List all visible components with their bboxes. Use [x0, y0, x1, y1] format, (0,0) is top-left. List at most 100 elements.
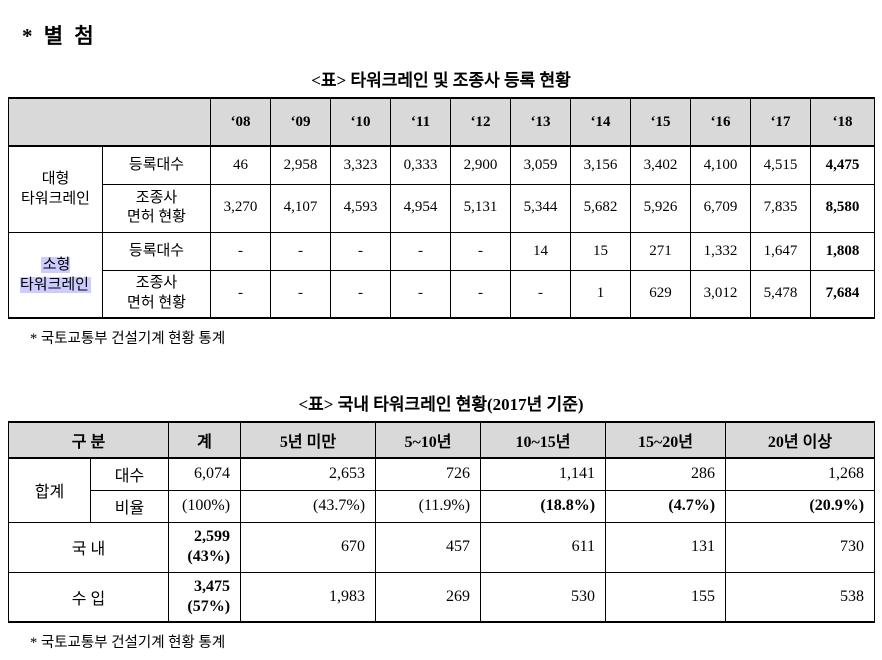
- category-header: 구 분: [7, 421, 170, 459]
- table2-header-row: 구 분 계 5년 미만 5~10년 10~15년 15~20년 20년 이상: [7, 421, 876, 459]
- value-cell: 670: [240, 521, 377, 573]
- value-cell: 155: [605, 571, 727, 623]
- year-header: ‘10: [330, 97, 391, 147]
- value-cell: 1,268: [725, 457, 876, 491]
- import-total-cell: 3,475 (57%): [168, 571, 242, 623]
- sum-label: 합계: [8, 457, 91, 523]
- value-cell: 4,475: [810, 145, 875, 185]
- table1-corner-cell: [8, 97, 211, 147]
- sum-count-row: 합계 대수 6,074 2,653 726 1,141 286 1,268: [8, 457, 876, 523]
- value-cell: 7,835: [750, 183, 811, 233]
- value-cell: 15: [570, 231, 631, 271]
- sum-ratio-row: 비율 (100%) (43.7%) (11.9%) (18.8%) (4.7%)…: [9, 489, 876, 523]
- value-cell: 629: [630, 269, 691, 319]
- age-header: 20년 이상: [725, 421, 876, 459]
- value-cell: 271: [630, 231, 691, 271]
- row-label-license: 조종사 면허 현황: [102, 183, 211, 233]
- row-label-registered: 등록대수: [102, 145, 211, 185]
- year-header: ‘08: [210, 97, 271, 147]
- age-header: 10~15년: [480, 421, 607, 459]
- value-cell: 3,059: [510, 145, 571, 185]
- value-cell: 2,958: [270, 145, 331, 185]
- value-cell: (18.8%): [480, 489, 607, 523]
- value-cell: 538: [725, 571, 876, 623]
- value-cell: 3,270: [210, 183, 271, 233]
- value-cell: -: [270, 269, 331, 319]
- value-cell: 4,954: [390, 183, 451, 233]
- import-row: 수 입 3,475 (57%) 1,983 269 530 155 538: [7, 571, 876, 623]
- table1-header-row: ‘08 ‘09 ‘10 ‘11 ‘12 ‘13 ‘14 ‘15 ‘16 ‘17 …: [8, 97, 875, 147]
- value-cell: 3,323: [330, 145, 391, 185]
- domestic-total-cell: 2,599 (43%): [168, 521, 242, 573]
- year-header: ‘16: [690, 97, 751, 147]
- value-cell: 4,107: [270, 183, 331, 233]
- ratio-label: 비율: [89, 489, 170, 523]
- value-cell: 0,333: [390, 145, 451, 185]
- value-cell: 3,402: [630, 145, 691, 185]
- value-cell: 46: [210, 145, 271, 185]
- value-cell: -: [210, 231, 271, 271]
- table1-title: <표> 타워크레인 및 조종사 등록 현황: [311, 71, 571, 90]
- value-cell: 2,900: [450, 145, 511, 185]
- value-cell: 5,344: [510, 183, 571, 233]
- value-cell: -: [390, 231, 451, 271]
- value-cell: 730: [725, 521, 876, 573]
- year-header: ‘18: [810, 97, 875, 147]
- year-header: ‘14: [570, 97, 631, 147]
- value-cell: -: [270, 231, 331, 271]
- value-cell: -: [330, 269, 391, 319]
- value-cell: 4,515: [750, 145, 811, 185]
- crane-registration-table: ‘08 ‘09 ‘10 ‘11 ‘12 ‘13 ‘14 ‘15 ‘16 ‘17 …: [8, 97, 875, 319]
- large-crane-registered-row: 대형 타워크레인 등록대수 46 2,958 3,323 0,333 2,900…: [8, 145, 875, 233]
- age-header: 5년 미만: [240, 421, 377, 459]
- value-cell: -: [330, 231, 391, 271]
- value-cell: 5,131: [450, 183, 511, 233]
- value-cell: 1,332: [690, 231, 751, 271]
- value-cell: -: [450, 269, 511, 319]
- year-header: ‘09: [270, 97, 331, 147]
- value-cell: 457: [375, 521, 482, 573]
- value-cell: 7,684: [810, 269, 875, 319]
- value-cell: 611: [480, 521, 607, 573]
- value-cell: 1,983: [240, 571, 377, 623]
- value-cell: 2,653: [240, 457, 377, 491]
- year-header: ‘11: [390, 97, 451, 147]
- value-cell: -: [390, 269, 451, 319]
- value-cell: 5,926: [630, 183, 691, 233]
- age-header: 15~20년: [605, 421, 727, 459]
- value-cell: (20.9%): [725, 489, 876, 523]
- value-cell: 5,682: [570, 183, 631, 233]
- domestic-label: 국 내: [7, 521, 170, 573]
- value-cell: 530: [480, 571, 607, 623]
- year-header: ‘12: [450, 97, 511, 147]
- value-cell: 1,141: [480, 457, 607, 491]
- value-cell: 4,100: [690, 145, 751, 185]
- group-cell-large-crane: 대형 타워크레인: [8, 145, 103, 233]
- value-cell: -: [450, 231, 511, 271]
- domestic-crane-table: 구 분 계 5년 미만 5~10년 10~15년 15~20년 20년 이상 합…: [7, 421, 876, 623]
- age-header: 5~10년: [375, 421, 482, 459]
- value-cell: (4.7%): [605, 489, 727, 523]
- value-cell: 5,478: [750, 269, 811, 319]
- year-header: ‘17: [750, 97, 811, 147]
- table1-source-note: * 국토교통부 건설기계 현황 통계: [30, 331, 226, 347]
- value-cell: 286: [605, 457, 727, 491]
- year-header: ‘15: [630, 97, 691, 147]
- value-cell: 6,709: [690, 183, 751, 233]
- import-label: 수 입: [7, 571, 170, 623]
- value-cell: 1: [570, 269, 631, 319]
- row-label-registered: 등록대수: [102, 231, 211, 271]
- value-cell: -: [510, 269, 571, 319]
- attachment-heading: * 별 첨: [22, 24, 97, 48]
- year-header: ‘13: [510, 97, 571, 147]
- group-cell-small-crane: 소형 타워크레인: [8, 231, 103, 319]
- group-label-small-crane: 소형 타워크레인: [19, 256, 91, 293]
- domestic-row: 국 내 2,599 (43%) 670 457 611 131 730: [7, 521, 876, 573]
- value-cell: 726: [375, 457, 482, 491]
- value-cell: 8,580: [810, 183, 875, 233]
- table2-source-note: * 국토교통부 건설기계 현황 통계: [30, 635, 226, 651]
- total-header: 계: [168, 421, 242, 459]
- value-cell: 1,647: [750, 231, 811, 271]
- group-label-large-crane: 대형 타워크레인: [20, 171, 90, 208]
